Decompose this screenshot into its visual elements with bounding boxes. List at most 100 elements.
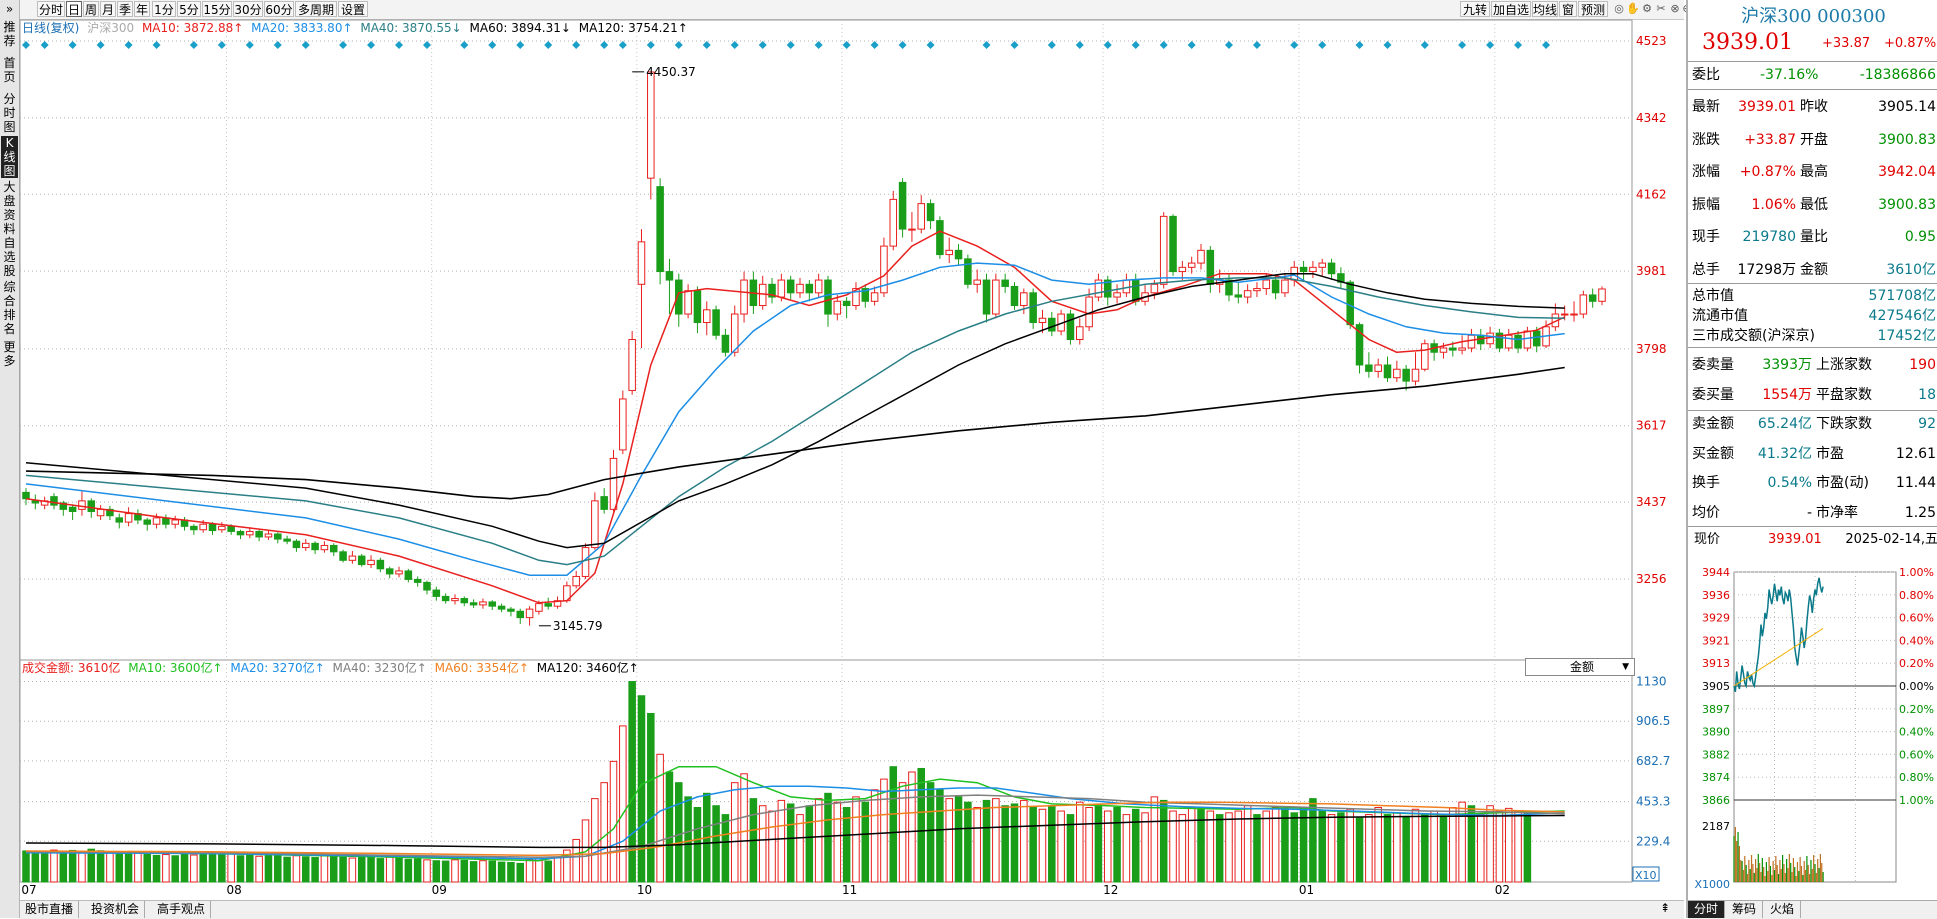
volume-bar bbox=[1495, 810, 1504, 883]
mini-volume-bar bbox=[1750, 855, 1753, 882]
settings-button[interactable]: 设置 bbox=[338, 1, 368, 17]
bottom-bar: 股市直播 投资机会 高手观点 ⇞ bbox=[20, 900, 1684, 919]
candle-body bbox=[68, 506, 77, 512]
volume-bar bbox=[1374, 806, 1382, 883]
ma-line-ma60 bbox=[25, 272, 1565, 549]
sidebar-item-watchlist[interactable]: 自选股 bbox=[3, 236, 16, 278]
candle-body bbox=[796, 283, 804, 294]
stats-value: 41.32亿 bbox=[1757, 445, 1812, 462]
y-tick-label: 3981 bbox=[1636, 264, 1667, 278]
volume-bar bbox=[954, 796, 963, 883]
nine-turn-button[interactable]: 九转 bbox=[1460, 1, 1490, 17]
volume-bar bbox=[889, 766, 898, 883]
reset-icon[interactable]: ⊗ bbox=[1670, 2, 1680, 15]
stats-label: 平盘家数 bbox=[1816, 386, 1872, 403]
period-button[interactable]: 60分 bbox=[264, 1, 294, 17]
volume-bar bbox=[908, 771, 916, 883]
sidebar-item-ranking[interactable]: 综合排名 bbox=[3, 280, 16, 336]
volume-bar bbox=[143, 853, 151, 883]
period-button[interactable]: 年 bbox=[134, 1, 150, 17]
sidebar-item-recommend[interactable]: 推荐 bbox=[3, 20, 16, 48]
volume-metric-select[interactable]: 金额 ▼ bbox=[1525, 658, 1635, 676]
market-label: 流通市值 bbox=[1692, 308, 1748, 324]
panel-tabs: 分时 筹码 火焰 bbox=[1688, 900, 1937, 919]
candle-body bbox=[786, 279, 795, 294]
period-button[interactable]: 5分 bbox=[177, 1, 201, 17]
volume-bar bbox=[78, 851, 86, 883]
sidebar-item-market-info[interactable]: 大盘资料 bbox=[3, 180, 16, 236]
candle-body bbox=[423, 581, 431, 591]
period-button[interactable]: 多周期 bbox=[295, 1, 337, 17]
event-marker bbox=[1290, 41, 1299, 49]
sidebar-item-more[interactable]: 更多 bbox=[3, 340, 16, 368]
forecast-button[interactable]: 预测 bbox=[1578, 1, 1608, 17]
grid-value: +33.87 bbox=[1744, 131, 1796, 148]
eye-icon[interactable]: ◎ bbox=[1614, 2, 1624, 15]
candle-body bbox=[329, 544, 338, 553]
volume-bar bbox=[880, 778, 888, 883]
add-watchlist-button[interactable]: 加自选 bbox=[1491, 1, 1531, 17]
volume-bar bbox=[1178, 814, 1187, 883]
period-button[interactable]: 1分 bbox=[152, 1, 176, 17]
ma-button[interactable]: 均线 bbox=[1532, 1, 1558, 17]
volume-ma-line-ma60 bbox=[25, 801, 1565, 857]
volume-bar bbox=[68, 849, 77, 883]
tab-expert[interactable]: 高手观点 bbox=[152, 901, 212, 918]
period-button[interactable]: 季 bbox=[117, 1, 133, 17]
legend-type[interactable]: 日线(复权) bbox=[22, 21, 80, 35]
volume-legend: 成交金额: 3610亿 MA10: 3600亿↑ MA20: 3270亿↑ MA… bbox=[22, 660, 643, 676]
scroll-top-icon[interactable]: ⇞ bbox=[1660, 901, 1671, 915]
volume-bar bbox=[982, 799, 991, 883]
volume-bar bbox=[1085, 806, 1093, 883]
candle-body bbox=[1309, 266, 1317, 273]
sidebar-item-home[interactable]: 首页 bbox=[3, 56, 16, 84]
volume-bar bbox=[367, 857, 375, 883]
tab-flame[interactable]: 火焰 bbox=[1764, 901, 1802, 918]
sidebar-collapse-icon[interactable]: » bbox=[5, 2, 14, 16]
period-button[interactable]: 15分 bbox=[202, 1, 232, 17]
stats-value: - bbox=[1806, 504, 1812, 521]
candle-body bbox=[926, 203, 935, 222]
tab-opportunity[interactable]: 投资机会 bbox=[86, 901, 146, 918]
candle-body bbox=[637, 241, 646, 285]
volume-bar bbox=[1355, 817, 1364, 883]
period-button[interactable]: 月 bbox=[100, 1, 116, 17]
mini-volume-bar bbox=[1775, 856, 1777, 882]
volume-bar bbox=[385, 856, 394, 883]
vlegend-ma20: MA20: 3270亿↑ bbox=[230, 661, 325, 675]
hand-icon[interactable]: ✋ bbox=[1626, 2, 1640, 15]
legend-ma10: MA10: 3872.88↑ bbox=[141, 21, 244, 35]
mini-volume-bar bbox=[1815, 873, 1817, 882]
candle-body bbox=[954, 249, 963, 260]
tab-live[interactable]: 股市直播 bbox=[20, 901, 80, 918]
candle-body bbox=[1504, 334, 1513, 349]
tab-intraday[interactable]: 分时 bbox=[1688, 901, 1726, 918]
grid-value: 1.06% bbox=[1751, 196, 1796, 213]
candle-body bbox=[274, 533, 282, 540]
period-button[interactable]: 30分 bbox=[233, 1, 263, 17]
volume-bar bbox=[516, 862, 525, 883]
y-tick-label: 3256 bbox=[1636, 572, 1667, 586]
volume-bar bbox=[1309, 798, 1317, 883]
tab-chips[interactable]: 筹码 bbox=[1726, 901, 1764, 918]
sidebar-item-kline[interactable]: K线图 bbox=[1, 136, 18, 178]
volume-bar bbox=[609, 760, 618, 883]
volume-bar bbox=[320, 854, 329, 883]
period-button[interactable]: 分时 bbox=[37, 1, 65, 17]
gear-icon[interactable]: ⚙ bbox=[1642, 2, 1652, 15]
scissors-icon[interactable]: ✂ bbox=[1656, 2, 1666, 15]
window-button[interactable]: 窗 bbox=[1559, 1, 1577, 17]
candle-body bbox=[1458, 347, 1466, 351]
event-marker bbox=[1047, 41, 1056, 49]
volume-bar bbox=[348, 857, 357, 883]
period-button[interactable]: 周 bbox=[83, 1, 99, 17]
mini-volume-bar bbox=[1800, 866, 1803, 882]
candle-body bbox=[488, 601, 497, 607]
candle-body bbox=[143, 519, 151, 525]
kline-chart[interactable]: 4523 4342 4162 3981 3798 3617 3437 3256 1130 906.… bbox=[0, 0, 1686, 900]
sidebar-item-timeshare[interactable]: 分时图 bbox=[3, 92, 16, 134]
volume-bar bbox=[171, 855, 179, 883]
volume-bar bbox=[497, 861, 506, 883]
period-button[interactable]: 日 bbox=[66, 1, 82, 17]
intraday-mini-chart[interactable]: 3944 1.00% 3936 0.80% 3929 0.60% 3921 0.40% 3913… bbox=[1688, 550, 1937, 900]
